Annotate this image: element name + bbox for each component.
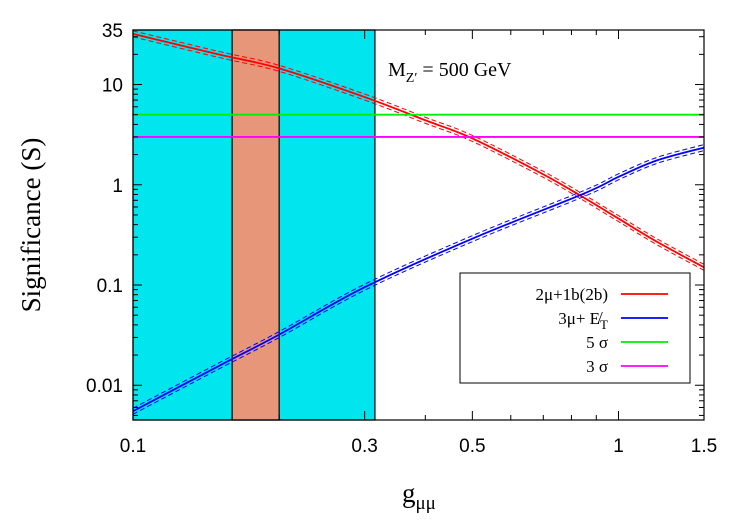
x-tick-label-0: 0.1: [120, 436, 146, 457]
salmon-band: [231, 29, 280, 421]
x-tick-label-2: 0.5: [459, 436, 485, 457]
y-tick-label-2: 1: [112, 176, 123, 197]
annotation-mass: MZ′ = 500 GeV: [388, 59, 512, 86]
y-tick-label-1: 0.1: [97, 276, 123, 297]
axis-ticks: 0.1 0.3 0.5 1 1.5 0.01 0.1 1 10 35: [86, 21, 717, 457]
legend-entry-0-label: 2μ+1b(2b): [535, 285, 608, 304]
legend-entry-2-label: 5 σ: [586, 333, 608, 352]
y-tick-label-4: 35: [102, 21, 123, 42]
series-1: [132, 144, 705, 415]
x-tick-label-4: 1.5: [691, 436, 717, 457]
series-0-lower-band: [132, 36, 705, 271]
legend-entry-1-label: 3μ+ E̸T: [558, 309, 608, 332]
series-0: [132, 30, 705, 271]
x-tick-label-1: 0.3: [351, 436, 377, 457]
y-tick-label-0: 0.01: [86, 376, 123, 397]
y-tick-label-3: 10: [102, 76, 123, 97]
series-1-line: [132, 146, 705, 413]
series-1-upper-band: [132, 144, 705, 409]
series-0-line: [132, 33, 705, 269]
series-1-lower-band: [132, 150, 705, 415]
legend: 2μ+1b(2b) 3μ+ E̸T5 σ 3 σ: [459, 272, 691, 384]
legend-box: [459, 272, 691, 384]
y-axis-title: Significance (S): [16, 138, 46, 313]
plot-frame: [132, 29, 705, 421]
x-tick-label-3: 1: [613, 436, 624, 457]
legend-entry-3-label: 3 σ: [586, 357, 608, 376]
series-0-upper-band: [132, 30, 705, 265]
data-series: [132, 30, 705, 415]
x-axis-title: gμμ: [402, 478, 436, 514]
